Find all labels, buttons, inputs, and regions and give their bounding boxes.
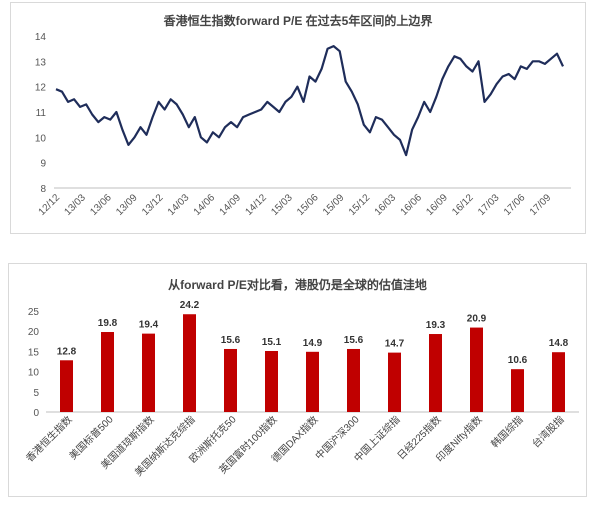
- y-tick-label: 11: [36, 108, 47, 119]
- y-tick-label: 9: [40, 159, 46, 170]
- x-tick-label: 14/03: [166, 192, 192, 218]
- bar-value-label: 24.2: [180, 300, 200, 311]
- bar: [552, 352, 565, 412]
- y-tick-label: 12: [35, 83, 47, 94]
- y-tick-label: 15: [28, 347, 40, 358]
- bar-value-label: 14.8: [549, 338, 569, 349]
- x-tick-label: 13/06: [88, 192, 114, 218]
- x-tick-label: 16/12: [450, 192, 476, 218]
- bar-value-label: 19.4: [139, 320, 159, 331]
- y-tick-label: 13: [35, 57, 47, 68]
- bar-value-label: 15.1: [262, 337, 282, 348]
- x-tick-label: 12/12: [37, 192, 63, 218]
- category-label: 台湾股指: [529, 413, 566, 450]
- x-tick-label: 14/06: [192, 192, 218, 218]
- bar: [306, 351, 319, 412]
- bar: [429, 334, 442, 412]
- y-tick-label: 20: [28, 327, 40, 338]
- x-tick-label: 17/09: [528, 192, 554, 218]
- y-tick-label: 8: [40, 184, 46, 195]
- x-tick-label: 13/12: [140, 192, 166, 218]
- category-label: 韩国综指: [488, 413, 525, 450]
- y-tick-label: 14: [35, 32, 47, 43]
- x-tick-label: 17/03: [476, 192, 502, 218]
- x-tick-label: 16/09: [424, 192, 450, 218]
- bar: [470, 327, 483, 412]
- x-tick-label: 16/06: [399, 192, 425, 218]
- line-chart-panel: 香港恒生指数forward P/E 在过去5年区间的上边界 8 9 10 11 12 13…: [10, 2, 586, 234]
- bar: [183, 314, 196, 412]
- bar: [60, 360, 73, 412]
- y-tick-label: 5: [33, 388, 39, 399]
- x-tick-label: 13/09: [114, 192, 140, 218]
- bar: [511, 369, 524, 412]
- x-tick-label: 15/03: [269, 192, 295, 218]
- bar-value-label: 14.7: [385, 339, 405, 350]
- y-tick-label: 25: [28, 307, 40, 318]
- bar-chart-panel: 从forward P/E对比看，港股仍是全球的估值洼地 0 5 10 15 20 25 12…: [8, 263, 587, 497]
- y-tick-label: 10: [35, 133, 47, 144]
- x-tick-label: 16/03: [373, 192, 399, 218]
- x-tick-label: 15/09: [321, 192, 347, 218]
- bar-value-label: 15.6: [344, 335, 364, 346]
- line-chart-title: 香港恒生指数forward P/E 在过去5年区间的上边界: [163, 14, 433, 28]
- bar: [347, 348, 360, 412]
- x-tick-label: 14/12: [243, 192, 269, 218]
- bar: [388, 352, 401, 412]
- y-tick-label: 0: [33, 408, 39, 419]
- bar-chart-title: 从forward P/E对比看，港股仍是全球的估值洼地: [168, 278, 427, 292]
- bar-value-label: 12.8: [57, 346, 77, 357]
- bar-value-label: 19.8: [98, 318, 118, 329]
- bar-value-label: 20.9: [467, 314, 487, 325]
- bar: [142, 333, 155, 412]
- pe-series-line: [55, 45, 564, 157]
- x-tick-label: 17/06: [502, 192, 528, 218]
- bar-chart: 0 5 10 15 20 25 12.8 19.8 19.4 24.2 15.6 15.1 14.9 15…: [23, 300, 579, 479]
- bar: [101, 332, 114, 412]
- bar-value-label: 15.6: [221, 335, 241, 346]
- bar: [265, 350, 278, 412]
- category-label: 香港恒生指数: [23, 413, 75, 465]
- x-tick-label: 15/12: [347, 192, 373, 218]
- bar-value-label: 14.9: [303, 338, 323, 349]
- bar-value-label: 10.6: [508, 355, 528, 366]
- y-tick-label: 10: [28, 368, 40, 379]
- x-tick-label: 13/03: [62, 192, 88, 218]
- x-tick-label: 14/09: [218, 192, 244, 218]
- x-tick-label: 15/06: [295, 192, 321, 218]
- bar-value-label: 19.3: [426, 320, 446, 331]
- bar: [224, 348, 237, 412]
